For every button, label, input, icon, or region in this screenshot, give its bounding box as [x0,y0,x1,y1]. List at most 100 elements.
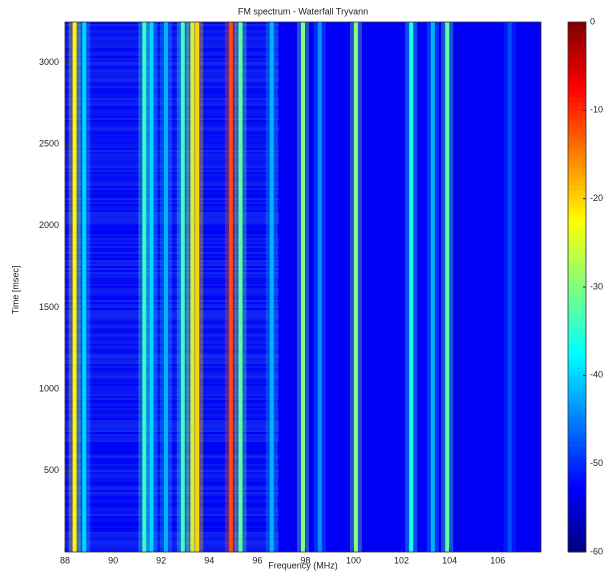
colorbar-cell [568,163,586,169]
texture [65,364,280,366]
texture [65,508,280,510]
texture [65,398,280,400]
chart-title: FM spectrum - Waterfall Tryvann [238,6,368,16]
colorbar-cell [568,516,586,522]
y-tick-label: 1500 [39,302,59,312]
colorbar-cell [568,472,586,478]
stripe [301,22,305,552]
colorbar-cell [568,207,586,213]
texture [65,376,280,378]
texture [65,196,279,198]
texture [65,370,280,372]
texture [65,200,280,202]
colorbar-cell [568,485,586,491]
x-tick-label: 102 [394,555,409,565]
texture [65,114,280,116]
texture [65,296,279,298]
colorbar-cell [568,26,586,32]
texture [65,492,280,494]
texture [65,308,279,310]
texture [65,62,280,64]
texture [65,30,280,32]
stripe [149,22,154,552]
colorbar-cell [568,401,586,407]
colorbar-cell [568,145,586,151]
texture [65,472,280,474]
colorbar-cell [568,300,586,306]
stripe [430,22,435,552]
colorbar-cell [568,247,586,253]
texture [65,48,280,50]
texture [65,300,280,302]
y-axis-label: Time [msec] [10,266,20,315]
texture [65,494,280,496]
x-tick-label: 94 [204,555,214,565]
texture [65,36,280,38]
colorbar-cell [568,503,586,509]
texture [65,188,280,190]
texture [65,214,280,216]
texture [65,500,280,502]
texture [65,278,280,280]
y-tick-label: 2000 [39,220,59,230]
texture [65,106,279,108]
texture [65,464,280,466]
texture [65,334,280,336]
texture [65,222,280,224]
plot-frame [64,21,542,553]
stripe [228,22,233,552]
texture [65,262,280,264]
x-tick-label: 104 [442,555,457,565]
texture [65,342,280,344]
texture [65,244,280,246]
colorbar-cell [568,278,586,284]
texture [65,24,280,26]
texture [65,136,280,138]
texture [65,446,279,448]
texture [65,530,280,532]
colorbar-cell [568,181,586,186]
texture [65,44,280,46]
texture [65,442,279,444]
colorbar-cell [568,242,586,248]
texture [65,248,280,250]
texture [65,228,280,230]
texture [65,124,280,126]
texture [65,504,279,506]
texture [65,272,280,274]
texture [65,184,280,186]
colorbar-cell [568,322,586,328]
texture [65,142,280,144]
texture [65,224,280,226]
colorbar-cell [568,264,586,270]
texture [65,42,280,44]
texture [65,386,280,388]
texture [65,372,280,374]
texture [65,72,280,74]
texture [65,406,280,408]
colorbar-cell [568,203,586,208]
texture [65,276,280,278]
colorbar-cell [568,194,586,200]
texture [65,460,279,462]
texture [65,422,280,424]
texture [65,130,280,132]
texture [65,92,280,94]
colorbar-cell [568,406,586,412]
colorbar-cell [568,39,586,45]
colorbar-cell [568,44,586,49]
colorbar-cell [568,525,586,531]
colorbar-cell [568,370,586,376]
colorbar-cell [568,154,586,160]
stripe [353,22,358,552]
texture [65,330,280,332]
texture [65,76,280,78]
plot-area [65,22,541,552]
texture [65,546,280,548]
texture [65,134,280,136]
texture [65,38,280,40]
texture [65,174,280,176]
texture [65,496,279,498]
texture [65,202,280,204]
colorbar-cell [568,437,586,443]
